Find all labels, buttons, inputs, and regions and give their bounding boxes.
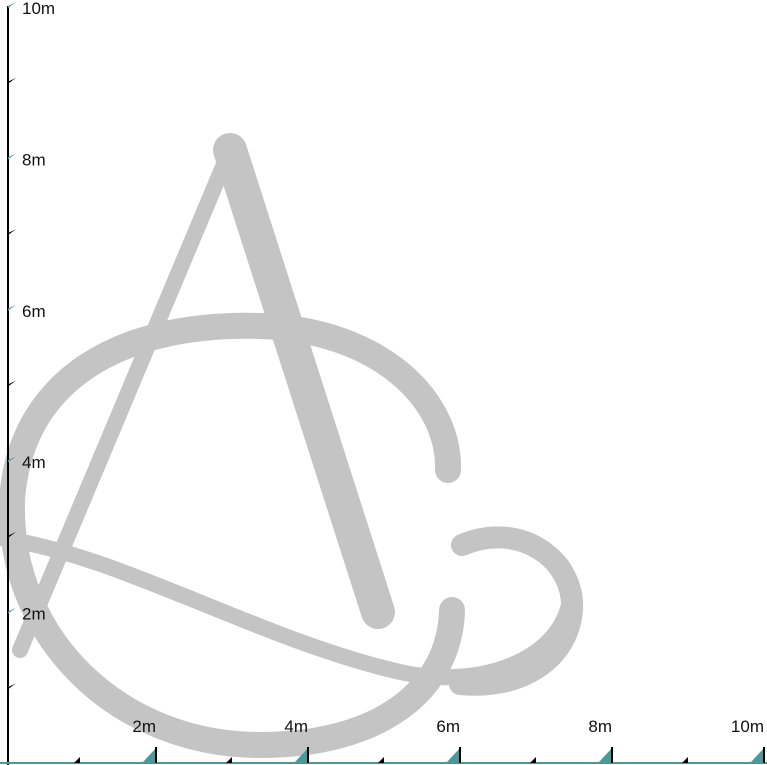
y-tick-label: 6m [22, 302, 46, 321]
x-minor-tick [530, 757, 536, 763]
y-tick-label: 2m [22, 605, 46, 624]
x-minor-tick [226, 757, 232, 763]
y-major-tick [8, 2, 16, 8]
x-tick-label: 10m [731, 717, 764, 736]
y-tick-label: 8m [22, 150, 46, 169]
y-major-tick [8, 607, 16, 614]
y-tick-label: 4m [22, 453, 46, 472]
logo-swirl-stroke [0, 530, 579, 686]
monogram-a-c-logo [0, 133, 584, 758]
logo-c-stroke [0, 312, 465, 758]
y-major-tick [8, 304, 16, 311]
x-major-tick [294, 748, 308, 763]
logo-a-left-stroke [12, 142, 238, 658]
x-major-tick [446, 748, 460, 763]
x-tick-label: 6m [436, 717, 460, 736]
y-axis-ticks: 2m 4m 6m 8m 10m [8, 0, 55, 690]
x-major-tick [750, 748, 764, 763]
x-tick-label: 2m [132, 717, 156, 736]
x-axis-ticks: 2m 4m 6m 8m 10m [74, 717, 765, 763]
y-tick-label: 10m [22, 0, 55, 18]
x-minor-tick [682, 757, 688, 763]
logo-a-right-stroke [213, 133, 395, 629]
y-major-tick [8, 153, 16, 160]
logo-tail-crescent [449, 526, 584, 696]
x-minor-tick [378, 757, 384, 763]
y-minor-tick [8, 380, 16, 387]
x-major-tick [142, 748, 156, 763]
y-minor-tick [8, 531, 16, 538]
x-tick-label: 8m [588, 717, 612, 736]
axes [0, 6, 767, 765]
y-major-tick [8, 456, 16, 463]
y-minor-tick [8, 683, 16, 690]
y-minor-tick [8, 229, 16, 236]
x-minor-tick [74, 757, 80, 763]
y-minor-tick [8, 77, 16, 84]
x-major-tick [598, 748, 612, 763]
x-tick-label: 4m [284, 717, 308, 736]
